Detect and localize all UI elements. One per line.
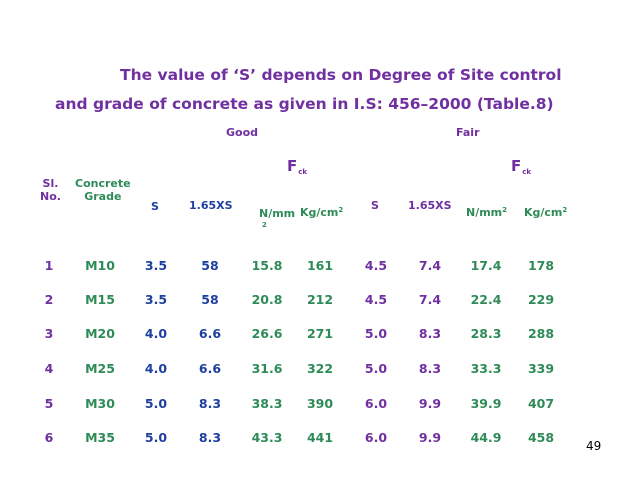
header-nmm-good-text: N/mm xyxy=(259,207,296,220)
header-concrete-grade: Concrete Grade xyxy=(75,177,131,203)
cell-nmm-good: 15.8 xyxy=(251,258,283,273)
cell-s-good: 4.0 xyxy=(144,361,168,376)
cell-s-good: 4.0 xyxy=(144,326,168,341)
cell-s-fair: 6.0 xyxy=(364,430,388,445)
cell-xs-good: 58 xyxy=(201,258,219,273)
cell-kg-good: 441 xyxy=(306,430,334,445)
fck-fair-label: Fck xyxy=(511,157,531,176)
header-kg-fair-sup: 2 xyxy=(562,206,568,214)
cell-kg-fair: 288 xyxy=(527,326,555,341)
header-kg-fair-text: Kg/cm xyxy=(524,206,563,219)
cell-nmm-fair: 22.4 xyxy=(470,292,502,307)
cell-nmm-good: 31.6 xyxy=(251,361,283,376)
header-kg-fair: Kg/cm2 xyxy=(524,206,567,219)
cell-nmm-fair: 17.4 xyxy=(470,258,502,273)
cell-xs-fair: 9.9 xyxy=(418,430,442,445)
cell-nmm-good: 20.8 xyxy=(251,292,283,307)
header-kg-good-text: Kg/cm xyxy=(300,206,339,219)
cell-grade: M35 xyxy=(85,430,115,445)
cell-xs-good: 6.6 xyxy=(198,361,222,376)
cell-grade: M10 xyxy=(85,258,115,273)
cell-kg-fair: 229 xyxy=(527,292,555,307)
cell-kg-fair: 458 xyxy=(527,430,555,445)
fck-fair-letter: F xyxy=(511,157,522,175)
cell-kg-fair: 407 xyxy=(527,396,555,411)
fck-good-sub: ck xyxy=(298,168,308,176)
cell-xs-good: 6.6 xyxy=(198,326,222,341)
cell-kg-fair: 178 xyxy=(527,258,555,273)
cell-kg-good: 161 xyxy=(306,258,334,273)
cell-xs-good: 58 xyxy=(201,292,219,307)
header-nmm-fair-text: N/mm xyxy=(466,206,503,219)
cell-xs-fair: 8.3 xyxy=(418,361,442,376)
cell-kg-fair: 339 xyxy=(527,361,555,376)
cell-nmm-good: 43.3 xyxy=(251,430,283,445)
cell-kg-good: 271 xyxy=(306,326,334,341)
header-grade-line1: Concrete xyxy=(75,177,131,190)
header-sl-line2: No. xyxy=(40,190,61,203)
table-row: 1 M10 3.5 58 15.8 161 4.5 7.4 17.4 178 xyxy=(0,258,638,276)
cell-xs-fair: 7.4 xyxy=(418,292,442,307)
cell-nmm-good: 26.6 xyxy=(251,326,283,341)
table-row: 5 M30 5.0 8.3 38.3 390 6.0 9.9 39.9 407 xyxy=(0,396,638,414)
fck-fair-sub: ck xyxy=(522,168,532,176)
title-line-2: and grade of concrete as given in I.S: 4… xyxy=(55,95,554,113)
header-nmm-fair-sup: 2 xyxy=(502,206,508,214)
cell-xs-fair: 7.4 xyxy=(418,258,442,273)
fck-good-label: Fck xyxy=(287,157,307,176)
table-row: 6 M35 5.0 8.3 43.3 441 6.0 9.9 44.9 458 xyxy=(0,430,638,448)
header-nmm-good-sup: 2 xyxy=(262,221,267,229)
table-row: 2 M15 3.5 58 20.8 212 4.5 7.4 22.4 229 xyxy=(0,292,638,310)
cell-grade: M15 xyxy=(85,292,115,307)
cell-s-fair: 6.0 xyxy=(364,396,388,411)
cell-sl: 3 xyxy=(44,326,54,341)
header-sl-no: Sl. No. xyxy=(40,177,61,203)
cell-grade: M20 xyxy=(85,326,115,341)
cell-s-good: 3.5 xyxy=(144,258,168,273)
cell-sl: 1 xyxy=(44,258,54,273)
cell-s-fair: 5.0 xyxy=(364,361,388,376)
cell-s-good: 3.5 xyxy=(144,292,168,307)
cell-xs-fair: 9.9 xyxy=(418,396,442,411)
cell-kg-good: 390 xyxy=(306,396,334,411)
cell-nmm-fair: 28.3 xyxy=(470,326,502,341)
table-row: 4 M25 4.0 6.6 31.6 322 5.0 8.3 33.3 339 xyxy=(0,361,638,379)
header-nmm-good: N/mm xyxy=(259,207,295,220)
group-fair-label: Fair xyxy=(456,126,480,139)
cell-nmm-fair: 39.9 xyxy=(470,396,502,411)
cell-sl: 5 xyxy=(44,396,54,411)
header-nmm-fair: N/mm2 xyxy=(466,206,507,219)
page-number: 49 xyxy=(586,439,602,453)
cell-s-good: 5.0 xyxy=(144,396,168,411)
cell-grade: M25 xyxy=(85,361,115,376)
cell-s-fair: 5.0 xyxy=(364,326,388,341)
header-xs-fair: 1.65XS xyxy=(408,199,452,212)
cell-s-fair: 4.5 xyxy=(364,292,388,307)
fck-good-letter: F xyxy=(287,157,298,175)
table-row: 3 M20 4.0 6.6 26.6 271 5.0 8.3 28.3 288 xyxy=(0,326,638,344)
cell-kg-good: 322 xyxy=(306,361,334,376)
cell-grade: M30 xyxy=(85,396,115,411)
cell-sl: 4 xyxy=(44,361,54,376)
title-line-1: The value of ‘S’ depends on Degree of Si… xyxy=(120,66,562,84)
header-sl-line1: Sl. xyxy=(42,177,59,190)
header-kg-good: Kg/cm2 xyxy=(300,206,343,219)
cell-sl: 2 xyxy=(44,292,54,307)
header-s-fair: S xyxy=(371,199,379,212)
cell-nmm-fair: 33.3 xyxy=(470,361,502,376)
cell-nmm-fair: 44.9 xyxy=(470,430,502,445)
cell-xs-fair: 8.3 xyxy=(418,326,442,341)
cell-s-good: 5.0 xyxy=(144,430,168,445)
header-kg-good-sup: 2 xyxy=(338,206,344,214)
header-grade-line2: Grade xyxy=(84,190,122,203)
cell-kg-good: 212 xyxy=(306,292,334,307)
cell-sl: 6 xyxy=(44,430,54,445)
cell-xs-good: 8.3 xyxy=(198,430,222,445)
header-s-good: S xyxy=(151,200,159,213)
cell-s-fair: 4.5 xyxy=(364,258,388,273)
cell-nmm-good: 38.3 xyxy=(251,396,283,411)
header-xs-good: 1.65XS xyxy=(189,199,233,212)
cell-xs-good: 8.3 xyxy=(198,396,222,411)
group-good-label: Good xyxy=(226,126,259,139)
